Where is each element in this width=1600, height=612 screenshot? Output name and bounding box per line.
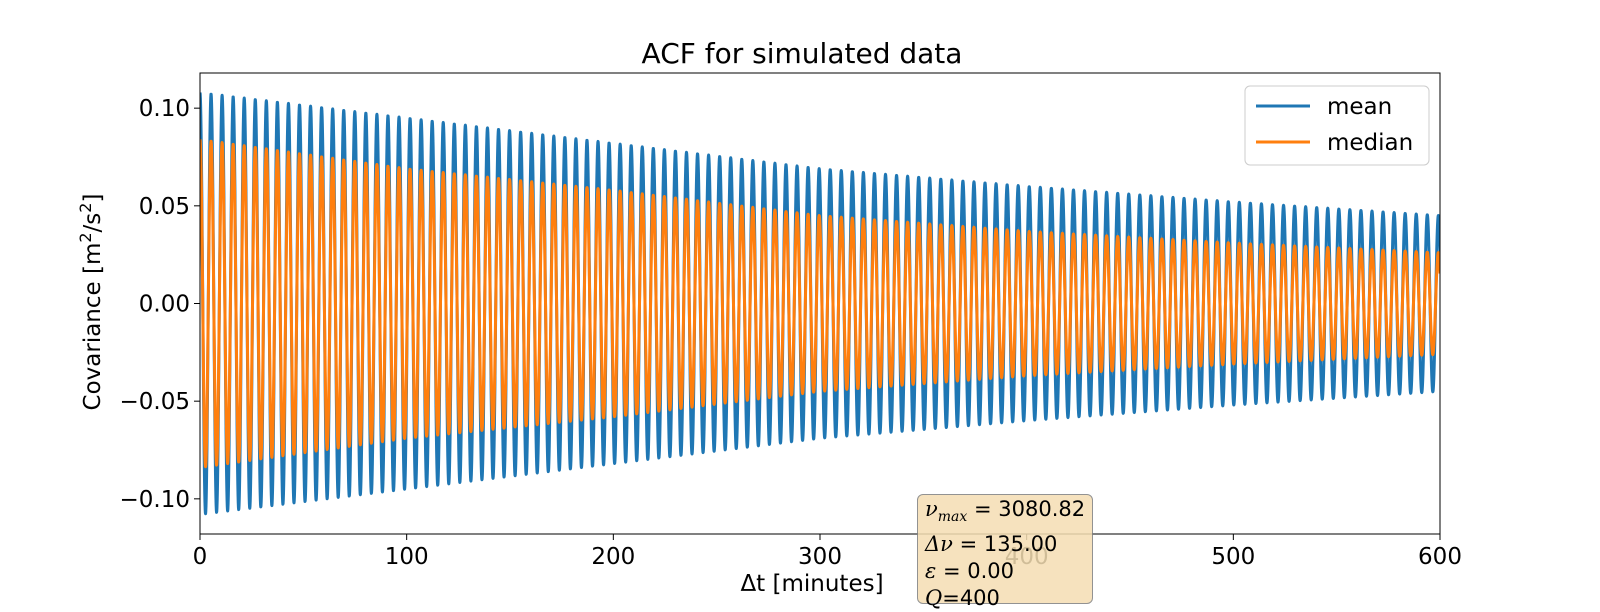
delta-nu-line: Δν = 135.00	[925, 532, 1058, 557]
y-tick-label: 0.00	[139, 292, 190, 318]
legend-label-mean: mean	[1327, 94, 1392, 120]
y-axis-label: Covariance [m2/s2]	[76, 194, 106, 411]
y-tick-label: −0.10	[120, 487, 190, 513]
epsilon-line: ε = 0.00	[925, 559, 1014, 584]
nu-max-line: νmax = 3080.82	[925, 497, 1086, 526]
x-tick-label: 100	[385, 544, 429, 570]
chart-title: ACF for simulated data	[642, 37, 963, 70]
series-layer	[200, 92, 1440, 516]
y-tick-label: 0.10	[139, 96, 190, 122]
parameter-info-text: νmax = 3080.82 Δν = 135.00 ε = 0.00 Q=40…	[925, 496, 1085, 612]
parameter-info-box	[917, 494, 1093, 604]
x-tick-label: 200	[591, 544, 635, 570]
series-line-median	[200, 139, 1440, 469]
legend-label-median: median	[1327, 130, 1413, 156]
legend: mean median	[1244, 85, 1430, 166]
x-axis-label: Δt [minutes]	[740, 571, 883, 597]
y-axis-ticks: −0.10 −0.05 0.00 0.05 0.10	[120, 96, 200, 513]
y-tick-label: −0.05	[120, 389, 190, 415]
x-tick-label: 500	[1211, 544, 1255, 570]
q-line: Q=400	[925, 586, 1000, 611]
x-tick-label: 600	[1418, 544, 1462, 570]
y-tick-label: 0.05	[139, 194, 190, 220]
x-tick-label: 300	[798, 544, 842, 570]
x-tick-label: 0	[193, 544, 208, 570]
